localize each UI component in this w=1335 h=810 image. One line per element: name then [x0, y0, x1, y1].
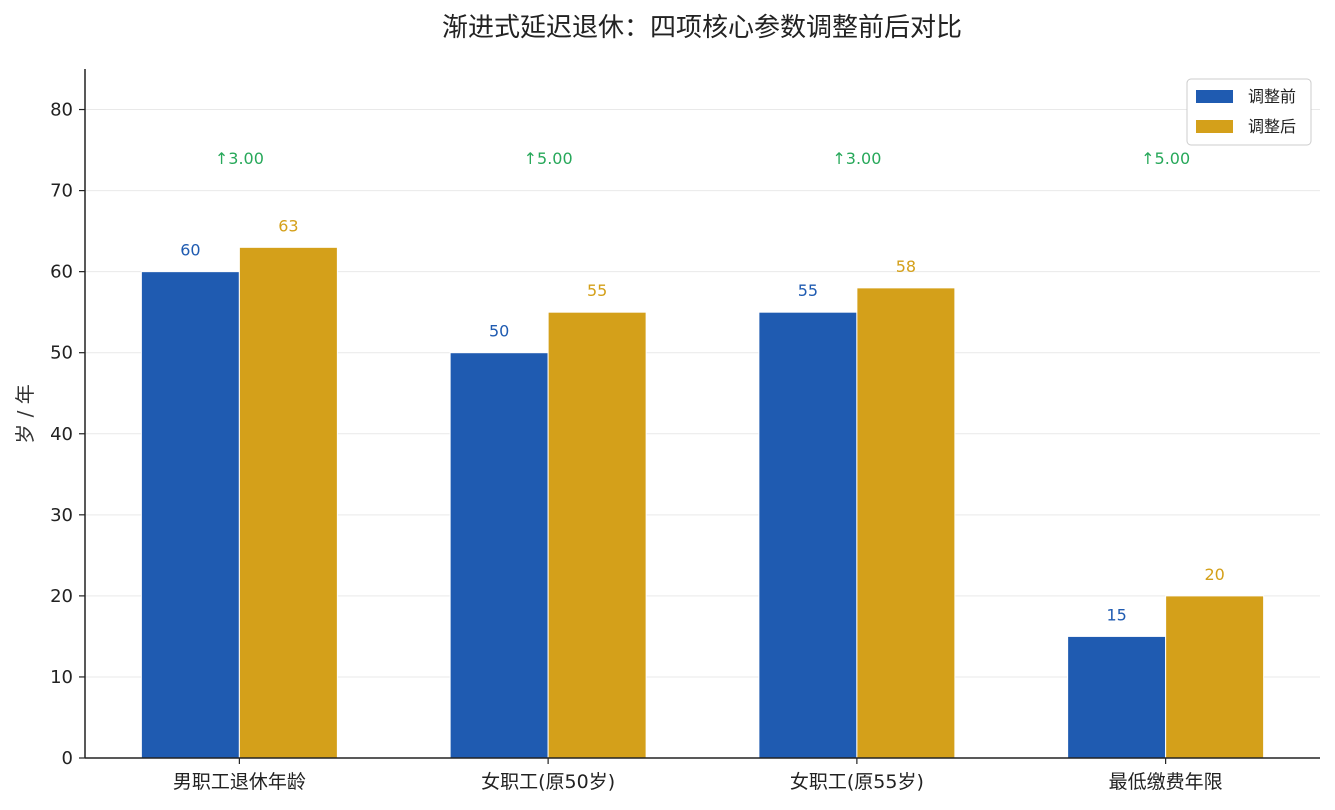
- change-annotation: ↑3.00: [832, 149, 881, 168]
- y-axis-label: 岁 / 年: [13, 384, 37, 443]
- bar-before: [140, 271, 240, 759]
- bar-value-label: 20: [1204, 565, 1224, 584]
- y-tick-label: 60: [50, 262, 73, 283]
- y-tick-label: 40: [50, 424, 73, 445]
- bar-value-label: 50: [489, 322, 509, 341]
- x-tick-label: 男职工退休年龄: [173, 771, 306, 793]
- y-tick-label: 10: [50, 667, 73, 688]
- change-annotation: ↑5.00: [524, 149, 573, 168]
- bar-before: [1067, 635, 1167, 759]
- y-tick-label: 0: [62, 748, 73, 769]
- x-tick-label: 女职工(原50岁): [481, 771, 615, 793]
- y-tick-label: 20: [50, 586, 73, 607]
- bar-value-label: 60: [180, 241, 200, 260]
- change-annotation: ↑3.00: [215, 149, 264, 168]
- legend-swatch-before: [1196, 90, 1233, 103]
- legend-label-before: 调整前: [1248, 87, 1296, 106]
- bar-value-label: 58: [896, 257, 916, 276]
- y-tick-label: 80: [50, 100, 73, 121]
- x-tick-label: 最低缴费年限: [1109, 771, 1223, 793]
- bar-after: [547, 311, 647, 759]
- x-tick-label: 女职工(原55岁): [790, 771, 924, 793]
- bar-before: [758, 311, 858, 759]
- bar-value-label: 15: [1106, 605, 1126, 624]
- legend-swatch-after: [1196, 120, 1233, 133]
- bars: [140, 246, 1265, 759]
- chart-title: 渐进式延迟退休：四项核心参数调整前后对比: [442, 13, 962, 43]
- bar-after: [238, 246, 338, 759]
- y-tick-label: 30: [50, 505, 73, 526]
- bar-after: [856, 287, 956, 759]
- y-tick-label: 70: [50, 181, 73, 202]
- y-tick-label: 50: [50, 343, 73, 364]
- data-labels: 60 63 ↑3.00 50 55 ↑5.00 55 58 ↑3.00 15 20 ↑5.00: [180, 149, 1225, 624]
- bar-before: [449, 352, 549, 759]
- bar-value-label: 63: [278, 216, 298, 235]
- legend-label-after: 调整后: [1248, 117, 1296, 136]
- bar-value-label: 55: [798, 281, 818, 300]
- legend: 调整前 调整后: [1186, 78, 1312, 146]
- bar-after: [1165, 595, 1265, 759]
- change-annotation: ↑5.00: [1141, 149, 1190, 168]
- bar-value-label: 55: [587, 281, 607, 300]
- axes: 0 10 20 30 40 50 60 70 80 男职工退休年龄 女职工(原50岁) 女职工(原55…: [50, 69, 1320, 793]
